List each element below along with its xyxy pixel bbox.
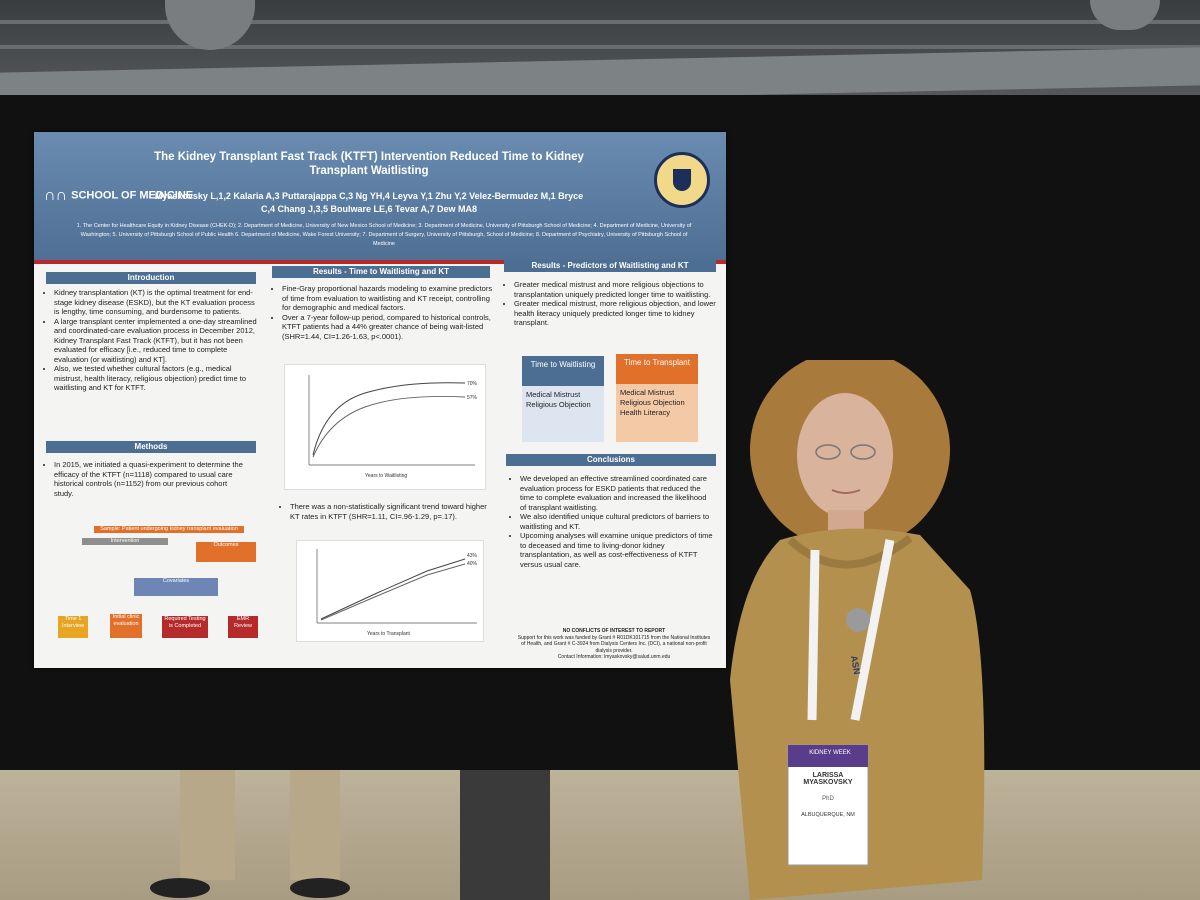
- intro-heading: Introduction: [46, 272, 256, 284]
- conclusions-text: We developed an effective streamlined co…: [512, 474, 714, 569]
- results-pred-heading: Results - Predictors of Waitlisting and …: [504, 260, 716, 272]
- intro-bullet: A large transplant center implemented a …: [54, 317, 258, 365]
- conclusion-bullet: We also identified unique cultural predi…: [520, 512, 714, 531]
- sample-box: Sample: Patient undergoing kidney transp…: [94, 526, 244, 533]
- conclusions-heading: Conclusions: [506, 454, 716, 466]
- predictor-item: Health Literacy: [620, 408, 671, 417]
- plot-label: 70%: [467, 381, 478, 387]
- transplant-curves: 43% 40% Years to Transplant: [316, 549, 478, 637]
- pitt-seal-icon: [654, 152, 710, 208]
- conclusion-bullet: We developed an effective streamlined co…: [520, 474, 714, 512]
- badge-location: ALBUQUERQUE, NM: [801, 812, 855, 818]
- flow-step-interview: Time 1 Interview: [58, 616, 88, 638]
- ceiling-duct: [1090, 0, 1160, 30]
- badge-degree: PhD: [822, 796, 834, 802]
- poster-authors: Myaskovsky L,1,2 Kalaria A,3 Puttarajapp…: [154, 191, 584, 214]
- conclusion-bullet: Upcoming analyses will examine unique pr…: [520, 531, 714, 569]
- time-to-waitlisting-box: Time to Waitlisting: [522, 356, 604, 386]
- badge-name: LARISSA MYASKOVSKY: [803, 772, 853, 786]
- unm-logo: ∩∩ SCHOOL OF MEDICINE: [44, 187, 194, 204]
- waitlisting-curves: 70% 57% Years to Waitlisting: [308, 375, 478, 479]
- results-time-text-2: There was a non-statistically significan…: [282, 502, 492, 521]
- flow-step-emr: EMR Review: [228, 616, 258, 638]
- outcomes-box: Outcomes: [196, 542, 256, 562]
- methods-bullet: In 2015, we initiated a quasi-experiment…: [54, 460, 246, 498]
- predictor-item: Medical Mistrust: [526, 390, 581, 399]
- x-axis-label: Years to Transplant: [367, 631, 411, 637]
- poster-affiliations: 1. The Center for Healthcare Equity in K…: [76, 223, 692, 247]
- plot-label: 57%: [467, 395, 478, 401]
- intro-bullet: Also, we tested whether cultural factors…: [54, 364, 258, 393]
- methods-heading: Methods: [46, 441, 256, 453]
- covariates-box: Covariates: [134, 578, 218, 596]
- results-pred-text: Greater medical mistrust and more religi…: [506, 280, 716, 328]
- predictor-item: Religious Objection: [526, 400, 591, 409]
- plot-label: 40%: [467, 561, 478, 567]
- transplant-predictors: Medical Mistrust Religious Objection Hea…: [616, 384, 698, 442]
- results-time-heading: Results - Time to Waitlisting and KT: [272, 266, 490, 278]
- results-bullet: There was a non-statistically significan…: [290, 502, 492, 521]
- intervention-box: Intervention: [82, 538, 168, 545]
- poster-title: The Kidney Transplant Fast Track (KTFT) …: [154, 151, 584, 177]
- intro-bullet: Kidney transplantation (KT) is the optim…: [54, 288, 258, 317]
- poster-header: [34, 132, 726, 260]
- contact-text: Contact Information: lmyaskovsky@salud.u…: [557, 654, 671, 660]
- presenter: [730, 360, 985, 900]
- x-axis-label: Years to Waitlisting: [365, 473, 407, 479]
- results-bullet: Fine-Gray proportional hazards modeling …: [282, 284, 494, 313]
- waitlisting-plot: 70% 57% Years to Waitlisting: [284, 364, 486, 490]
- time-to-transplant-box: Time to Transplant: [616, 354, 698, 384]
- flow-step-clinic: Initial clinic evaluation: [110, 614, 142, 638]
- pred-bullet: Greater medical mistrust and more religi…: [514, 280, 716, 299]
- pred-bullet: Greater medical mistrust, more religious…: [514, 299, 716, 328]
- funding-text: Support for this work was funded by Gran…: [517, 634, 711, 654]
- waitlisting-predictors: Medical Mistrust Religious Objection: [522, 386, 604, 442]
- coi-note: NO CONFLICTS OF INTEREST TO REPORT Suppo…: [516, 628, 712, 661]
- badge-event: KIDNEY WEEK: [809, 750, 851, 756]
- results-bullet: Over a 7-year follow-up period, compared…: [282, 313, 494, 342]
- coi-text: NO CONFLICTS OF INTEREST TO REPORT: [562, 628, 666, 634]
- research-poster: ∩∩ SCHOOL OF MEDICINE The Kidney Transpla…: [34, 132, 726, 668]
- ceiling-duct: [165, 0, 255, 50]
- predictor-item: Religious Objection: [620, 398, 685, 407]
- results-time-text: Fine-Gray proportional hazards modeling …: [274, 284, 494, 341]
- transplant-plot: 43% 40% Years to Transplant: [296, 540, 484, 642]
- background-person: [150, 770, 550, 900]
- predictor-item: Medical Mistrust: [620, 388, 675, 397]
- intro-text: Kidney transplantation (KT) is the optim…: [46, 288, 258, 393]
- plot-label: 43%: [467, 553, 478, 559]
- logo-text: SCHOOL OF MEDICINE: [71, 189, 194, 202]
- methods-text: In 2015, we initiated a quasi-experiment…: [46, 460, 246, 498]
- flow-step-testing: Required Testing is Completed: [162, 616, 208, 638]
- header-divider: [34, 260, 726, 264]
